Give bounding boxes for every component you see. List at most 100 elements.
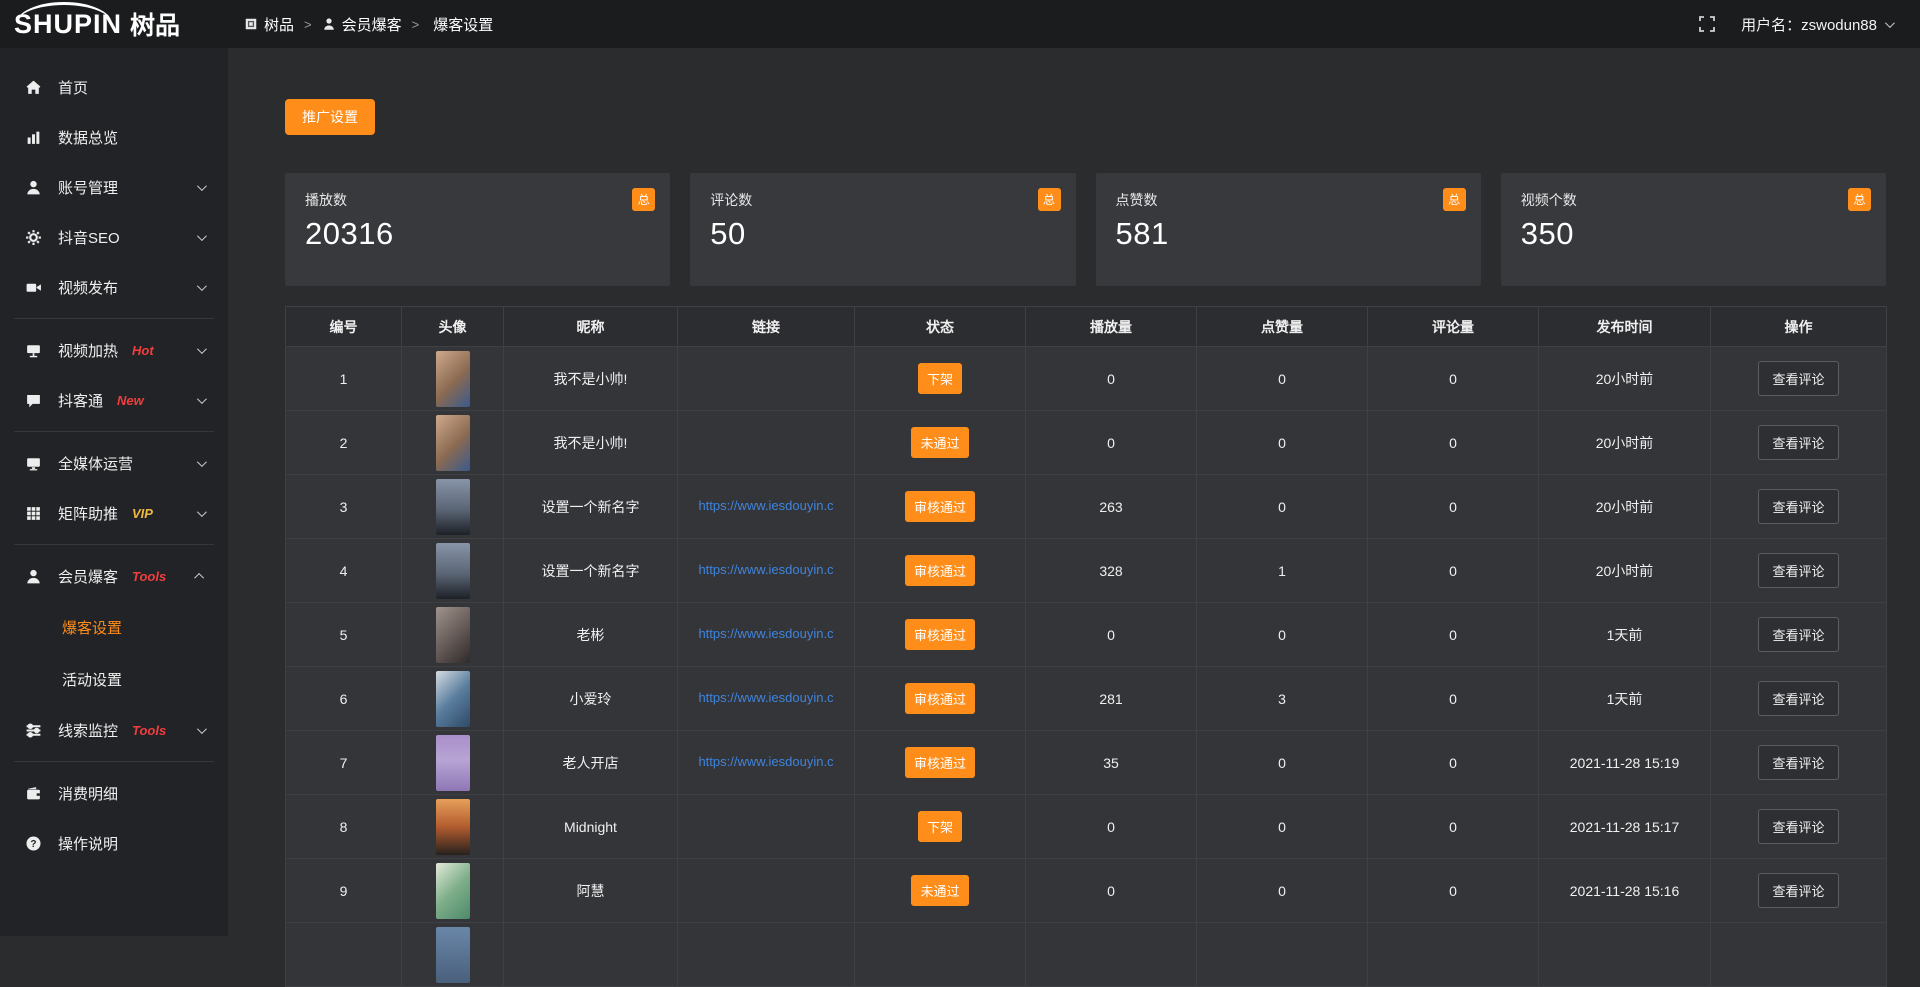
cell-comments: 0 — [1368, 475, 1539, 539]
total-badge: 总 — [632, 188, 655, 211]
cell-time — [1539, 923, 1711, 987]
cell-nickname: Midnight — [504, 795, 678, 859]
cell-comments: 0 — [1368, 859, 1539, 923]
cell-link: https://www.iesdouyin.c — [678, 475, 855, 539]
cell-avatar — [402, 603, 504, 667]
cell-avatar — [402, 667, 504, 731]
view-comments-button[interactable]: 查看评论 — [1758, 553, 1838, 588]
sidebar-item-tag: Tools — [132, 569, 166, 584]
breadcrumb-item-section[interactable]: 会员爆客 — [322, 14, 402, 35]
sidebar-item-tag: Hot — [132, 343, 154, 358]
cell-link: https://www.iesdouyin.c — [678, 667, 855, 731]
cell-avatar — [402, 411, 504, 475]
cell-time: 20小时前 — [1539, 347, 1711, 411]
username-label: 用户名：zswodun88 — [1741, 14, 1877, 35]
table-header-评论量: 评论量 — [1368, 307, 1539, 347]
app-window-icon — [244, 17, 258, 31]
sidebar-subitem-活动设置[interactable]: 活动设置 — [0, 653, 228, 705]
table-header-操作: 操作 — [1711, 307, 1887, 347]
grid-icon — [24, 505, 43, 522]
cell-action — [1711, 923, 1887, 987]
cell-likes: 3 — [1197, 667, 1368, 731]
view-comments-button[interactable]: 查看评论 — [1758, 617, 1838, 652]
sidebar-divider — [14, 544, 214, 545]
cell-number: 7 — [286, 731, 402, 795]
sidebar-item-全媒体运营[interactable]: 全媒体运营 — [0, 438, 228, 488]
sidebar-item-消费明细[interactable]: 消费明细 — [0, 768, 228, 818]
total-badge: 总 — [1443, 188, 1466, 211]
cell-comments: 0 — [1368, 411, 1539, 475]
cell-number — [286, 923, 402, 987]
view-comments-button[interactable]: 查看评论 — [1758, 425, 1838, 460]
cell-likes: 0 — [1197, 411, 1368, 475]
view-comments-button[interactable]: 查看评论 — [1758, 361, 1838, 396]
cell-link: https://www.iesdouyin.c — [678, 731, 855, 795]
chevron-down-icon — [1885, 18, 1895, 28]
status-badge: 审核通过 — [905, 555, 975, 586]
table-header-状态: 状态 — [855, 307, 1026, 347]
breadcrumb-current-page: 爆客设置 — [433, 14, 493, 35]
stat-card-value: 581 — [1116, 216, 1461, 252]
cell-number: 5 — [286, 603, 402, 667]
stat-card-label: 播放数 — [305, 190, 650, 210]
video-link[interactable]: https://www.iesdouyin.c — [698, 498, 833, 513]
cell-link — [678, 859, 855, 923]
chevron-down-icon — [197, 181, 207, 191]
cell-status — [855, 923, 1026, 987]
sidebar-subitem-爆客设置[interactable]: 爆客设置 — [0, 601, 228, 653]
cell-comments: 0 — [1368, 795, 1539, 859]
chevron-down-icon — [197, 457, 207, 467]
total-badge: 总 — [1848, 188, 1871, 211]
view-comments-button[interactable]: 查看评论 — [1758, 745, 1838, 780]
video-link[interactable]: https://www.iesdouyin.c — [698, 562, 833, 577]
sidebar-item-账号管理[interactable]: 账号管理 — [0, 162, 228, 212]
sidebar-item-tag: New — [117, 393, 144, 408]
sidebar-item-数据总览[interactable]: 数据总览 — [0, 112, 228, 162]
promo-settings-button[interactable]: 推广设置 — [285, 99, 375, 135]
fullscreen-icon[interactable] — [1699, 16, 1715, 32]
sidebar-item-操作说明[interactable]: ?操作说明 — [0, 818, 228, 868]
table-header-播放量: 播放量 — [1026, 307, 1197, 347]
sidebar-item-视频发布[interactable]: 视频发布 — [0, 262, 228, 312]
cell-status: 未通过 — [855, 859, 1026, 923]
cell-plays: 0 — [1026, 795, 1197, 859]
sidebar-item-抖音SEO[interactable]: 抖音SEO — [0, 212, 228, 262]
view-comments-button[interactable]: 查看评论 — [1758, 809, 1838, 844]
table-header-发布时间: 发布时间 — [1539, 307, 1711, 347]
user-menu[interactable]: 用户名：zswodun88 — [1741, 14, 1892, 35]
cell-likes: 1 — [1197, 539, 1368, 603]
top-header-bar: SHUPIN 树品 树品 > 会员爆客 > 爆客设置 用户名：zswodun88 — [0, 0, 1920, 48]
cell-action: 查看评论 — [1711, 411, 1887, 475]
cell-time: 20小时前 — [1539, 475, 1711, 539]
cell-action: 查看评论 — [1711, 795, 1887, 859]
cell-nickname: 小爱玲 — [504, 667, 678, 731]
view-comments-button[interactable]: 查看评论 — [1758, 873, 1838, 908]
cell-nickname: 设置一个新名字 — [504, 539, 678, 603]
view-comments-button[interactable]: 查看评论 — [1758, 489, 1838, 524]
sidebar-item-首页[interactable]: 首页 — [0, 62, 228, 112]
header-right-zone: 用户名：zswodun88 — [1699, 14, 1920, 35]
video-link[interactable]: https://www.iesdouyin.c — [698, 626, 833, 641]
cell-plays: 35 — [1026, 731, 1197, 795]
cell-comments: 0 — [1368, 539, 1539, 603]
video-link[interactable]: https://www.iesdouyin.c — [698, 754, 833, 769]
view-comments-button[interactable]: 查看评论 — [1758, 681, 1838, 716]
breadcrumb-separator: > — [412, 17, 420, 32]
cell-plays: 0 — [1026, 603, 1197, 667]
cell-avatar — [402, 923, 504, 987]
cell-nickname: 阿慧 — [504, 859, 678, 923]
breadcrumb-item-home[interactable]: 树品 — [244, 14, 294, 35]
cell-action: 查看评论 — [1711, 539, 1887, 603]
cell-plays: 281 — [1026, 667, 1197, 731]
video-link[interactable]: https://www.iesdouyin.c — [698, 690, 833, 705]
